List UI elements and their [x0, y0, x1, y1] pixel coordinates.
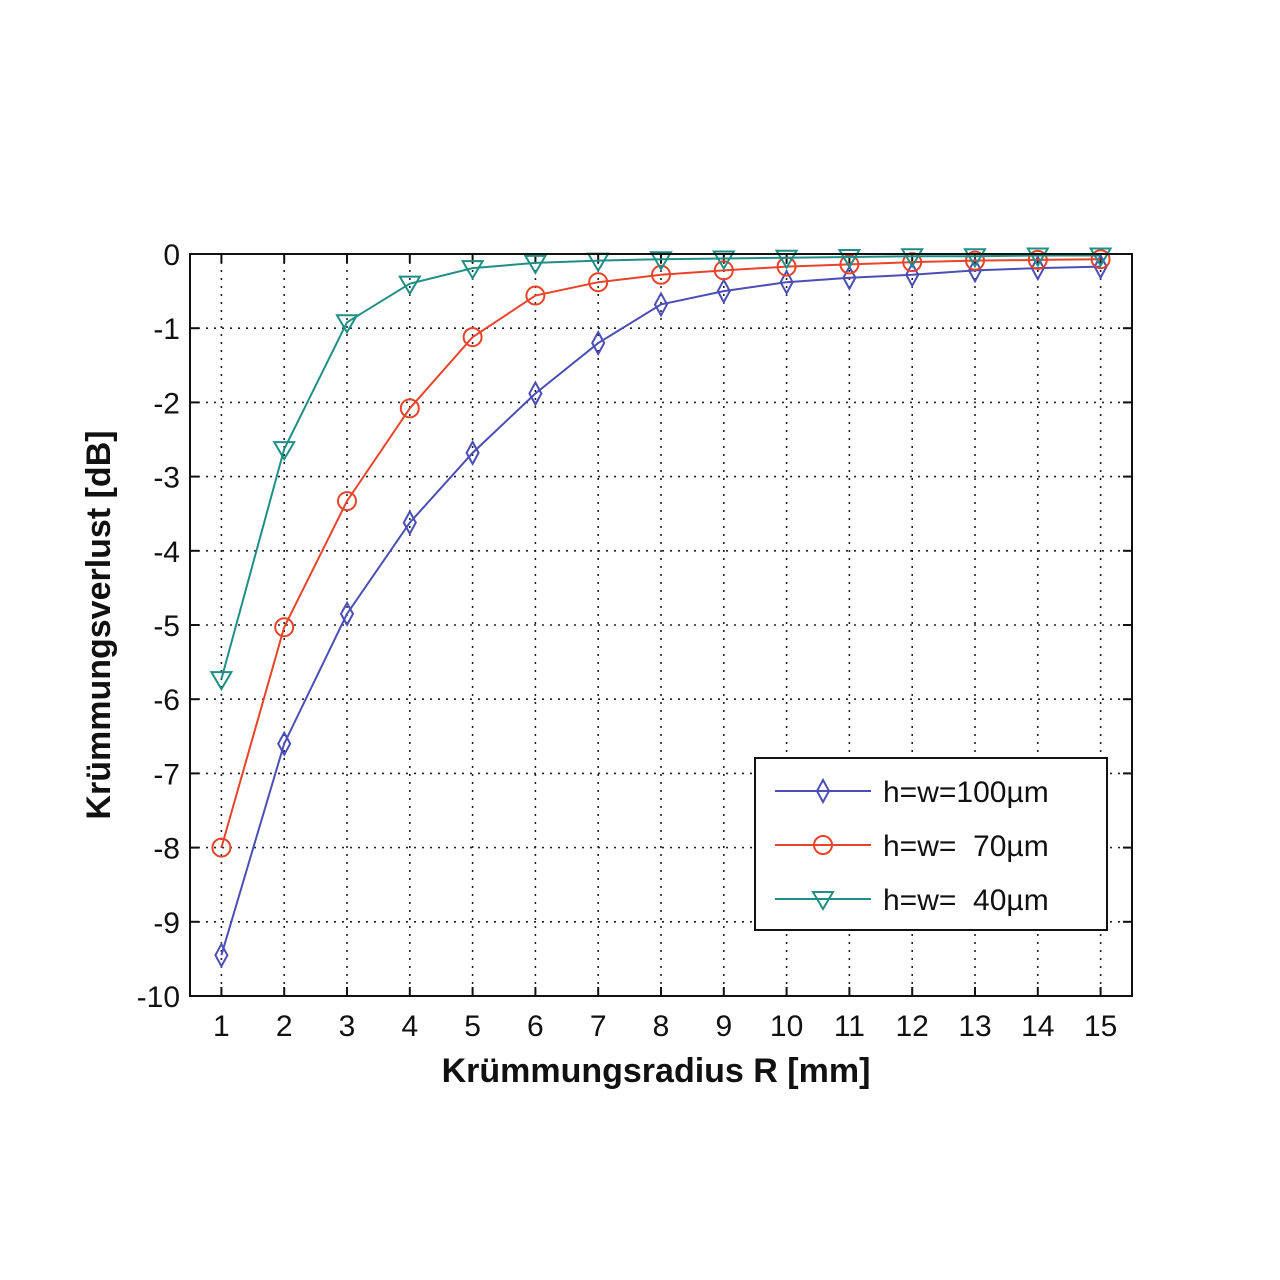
x-tick-label: 14 — [1021, 1010, 1054, 1043]
data-point — [398, 275, 422, 296]
x-tick-label: 1 — [213, 1010, 230, 1043]
y-tick-label: -2 — [153, 387, 180, 420]
data-point — [965, 250, 985, 271]
x-tick-label: 7 — [590, 1010, 607, 1043]
legend-item: h=w= 40µm — [775, 884, 1049, 917]
x-tick-label: 6 — [527, 1010, 544, 1043]
x-tick-label: 10 — [770, 1010, 803, 1043]
data-point — [1090, 249, 1111, 270]
data-point — [713, 260, 734, 281]
plot-frame — [189, 253, 1133, 997]
data-point — [462, 327, 483, 348]
data-point — [1093, 253, 1108, 280]
series-line — [220, 254, 1101, 680]
legend-marker — [811, 891, 835, 911]
series-2 — [211, 249, 1111, 858]
data-point — [214, 942, 229, 969]
data-point — [649, 251, 673, 272]
data-point — [1027, 249, 1048, 270]
data-point — [712, 250, 736, 271]
data-point — [1026, 247, 1050, 268]
data-point — [274, 617, 295, 638]
legend-label: h=w=100µm — [883, 776, 1049, 809]
data-point — [460, 260, 485, 281]
legend: h=w=100µm h=w= 70µm h=w= 40µm — [754, 757, 1108, 931]
x-tick-label: 8 — [653, 1010, 670, 1043]
data-point — [588, 272, 609, 293]
data-point — [335, 314, 359, 335]
y-tick-label: -5 — [153, 610, 180, 643]
x-tick-label: 2 — [276, 1010, 293, 1043]
data-point — [465, 439, 480, 466]
data-point — [774, 249, 799, 270]
data-point — [900, 248, 924, 269]
data-point — [591, 329, 606, 357]
y-tick-label: -4 — [153, 536, 180, 569]
x-tick-label: 3 — [339, 1010, 356, 1043]
x-tick-label: 5 — [464, 1010, 481, 1043]
y-tick-label: -8 — [153, 833, 180, 866]
x-tick-label: 15 — [1084, 1010, 1117, 1043]
y-tick-label: -3 — [153, 462, 180, 495]
legend-marker — [815, 777, 831, 805]
legend-label: h=w= 70µm — [883, 830, 1049, 863]
data-point — [651, 264, 671, 285]
x-axis-title: Krümmungsradius R [mm] — [442, 1052, 871, 1090]
y-tick-label: -9 — [153, 907, 180, 940]
data-point — [209, 671, 234, 692]
y-tick-label: -10 — [137, 981, 180, 1014]
data-point — [272, 441, 296, 462]
data-point — [716, 278, 731, 305]
x-tick-label: 12 — [896, 1010, 929, 1043]
data-point — [211, 837, 232, 858]
y-tick-label: 0 — [163, 239, 180, 272]
x-tick-label: 4 — [401, 1010, 418, 1043]
y-tick-label: -6 — [153, 684, 180, 717]
x-tick-label: 11 — [834, 1010, 865, 1043]
series-line — [220, 258, 1101, 848]
data-point — [963, 248, 987, 269]
series-1 — [214, 253, 1108, 969]
data-point — [337, 491, 357, 512]
data-point — [523, 254, 548, 275]
data-point — [967, 257, 983, 284]
y-tick-label: -7 — [153, 758, 180, 791]
data-point — [339, 600, 355, 627]
data-point — [525, 285, 546, 306]
data-point — [399, 398, 420, 419]
legend-item: h=w= 70µm — [775, 830, 1049, 863]
data-point — [653, 291, 669, 318]
data-point — [1088, 247, 1113, 268]
data-point — [1030, 255, 1045, 282]
legend-label: h=w= 40µm — [883, 884, 1049, 917]
legend-marker — [813, 835, 833, 855]
data-point — [842, 264, 857, 291]
series-layer — [209, 247, 1113, 969]
x-tick-label: 9 — [715, 1010, 732, 1043]
data-point — [402, 509, 417, 536]
tick-labels: 1 2 3 4 5 6 7 8 9 10 11 12 13 14 150-1-2-3-4-5-6-7-8-9… — [137, 239, 1118, 1043]
x-tick-label: 13 — [958, 1010, 991, 1043]
series-line — [220, 265, 1101, 956]
y-axis-title: Krümmungsverlust [dB] — [80, 430, 118, 819]
data-point — [837, 248, 862, 269]
y-tick-label: -1 — [153, 313, 180, 346]
legend-item: h=w=100µm — [775, 776, 1049, 809]
data-point — [839, 254, 860, 275]
data-point — [779, 269, 794, 296]
data-point — [528, 380, 543, 407]
data-point — [277, 730, 292, 757]
